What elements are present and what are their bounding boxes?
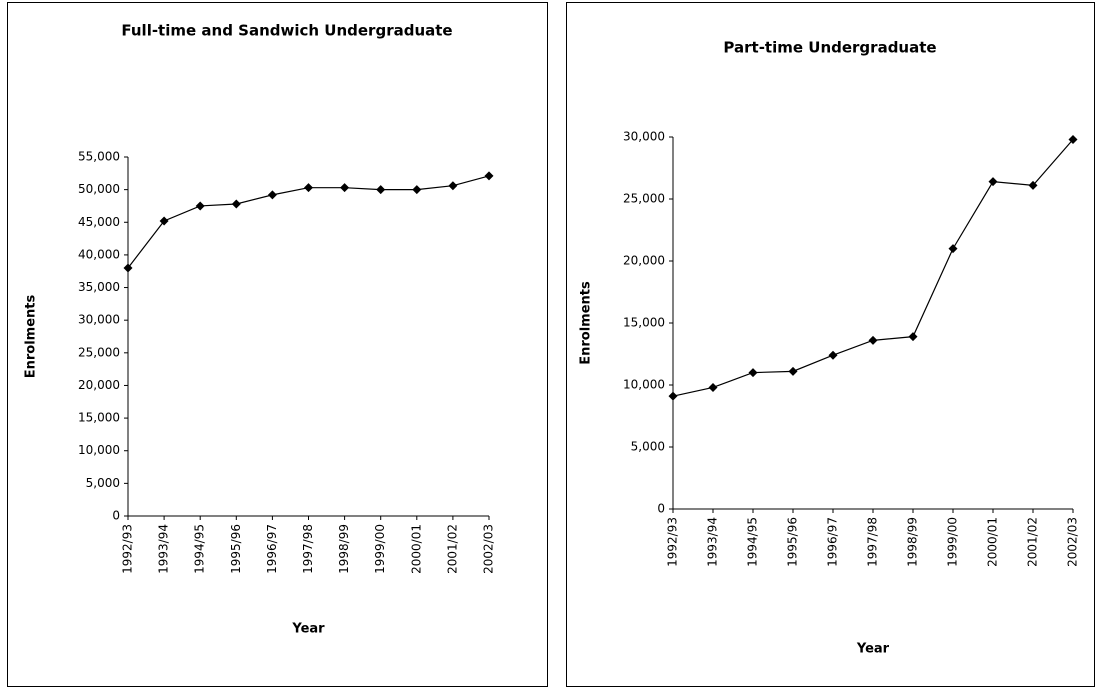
x-tick-label: 1992/93 <box>121 524 135 574</box>
y-tick-label: 50,000 <box>78 182 120 196</box>
data-point <box>195 201 205 211</box>
y-tick-label: 35,000 <box>78 280 120 294</box>
y-tick-label: 0 <box>657 502 665 516</box>
x-tick-label: 1996/97 <box>826 517 840 567</box>
x-tick-label: 1997/98 <box>301 524 315 574</box>
data-point <box>828 350 838 360</box>
data-point <box>267 190 277 200</box>
data-point <box>868 335 878 345</box>
y-tick-label: 15,000 <box>623 316 665 330</box>
x-tick-label: 2000/01 <box>409 524 423 574</box>
data-point <box>376 185 386 195</box>
x-tick-label: 2000/01 <box>986 517 1000 567</box>
data-point <box>484 171 494 181</box>
chart-frame <box>7 2 548 687</box>
y-tick-label: 20,000 <box>78 378 120 392</box>
x-tick-label: 1995/96 <box>786 517 800 567</box>
data-point <box>231 199 241 209</box>
data-point <box>668 391 678 401</box>
data-point <box>1028 180 1038 190</box>
x-tick-label: 2001/02 <box>1026 517 1040 567</box>
series-line <box>672 139 1074 397</box>
x-tick-label: 1993/94 <box>706 517 720 567</box>
y-tick-label: 45,000 <box>78 215 120 229</box>
data-point <box>908 332 918 342</box>
chart-title: Part-time Undergraduate <box>723 39 936 57</box>
y-tick-label: 5,000 <box>631 440 665 454</box>
y-tick-label: 15,000 <box>78 411 120 425</box>
data-point <box>159 216 169 226</box>
x-axis-title: Year <box>291 622 325 637</box>
data-point <box>708 382 718 392</box>
x-tick-label: 1999/00 <box>946 517 960 567</box>
y-tick-label: 30,000 <box>78 313 120 327</box>
x-tick-label: 2002/03 <box>482 524 496 574</box>
chart-title: Full-time and Sandwich Undergraduate <box>121 22 452 40</box>
data-point <box>788 366 798 376</box>
y-axis-title: Enrolments <box>24 294 39 378</box>
data-point <box>948 244 958 254</box>
x-tick-label: 2001/02 <box>445 524 459 574</box>
data-point <box>988 177 998 187</box>
x-tick-label: 1994/95 <box>746 517 760 567</box>
y-axis-title: Enrolments <box>579 281 594 365</box>
data-point <box>340 183 350 193</box>
y-tick-label: 30,000 <box>623 130 665 144</box>
x-tick-label: 1998/99 <box>906 517 920 567</box>
y-tick-label: 55,000 <box>78 150 120 164</box>
x-tick-label: 1992/93 <box>666 517 680 567</box>
y-tick-label: 0 <box>112 509 120 523</box>
data-point <box>748 368 758 378</box>
x-axis-title: Year <box>856 642 890 657</box>
y-tick-label: 40,000 <box>78 247 120 261</box>
y-tick-label: 25,000 <box>78 345 120 359</box>
x-tick-label: 1996/97 <box>265 524 279 574</box>
x-tick-label: 1999/00 <box>373 524 387 574</box>
data-point <box>412 185 422 195</box>
data-point <box>304 183 313 193</box>
data-point <box>448 181 458 191</box>
x-tick-label: 1997/98 <box>866 517 880 567</box>
y-tick-label: 25,000 <box>623 192 665 206</box>
x-tick-label: 1994/95 <box>193 524 207 574</box>
x-tick-label: 1998/99 <box>337 524 351 574</box>
x-tick-label: 1995/96 <box>229 524 243 574</box>
chart-frame <box>566 2 1095 687</box>
x-tick-label: 2002/03 <box>1066 517 1080 567</box>
y-tick-label: 20,000 <box>623 254 665 268</box>
data-point <box>1068 134 1078 144</box>
data-point <box>123 263 133 273</box>
x-tick-label: 1993/94 <box>157 524 171 574</box>
y-tick-label: 5,000 <box>86 476 120 490</box>
y-tick-label: 10,000 <box>623 378 665 392</box>
y-tick-label: 10,000 <box>78 443 120 457</box>
